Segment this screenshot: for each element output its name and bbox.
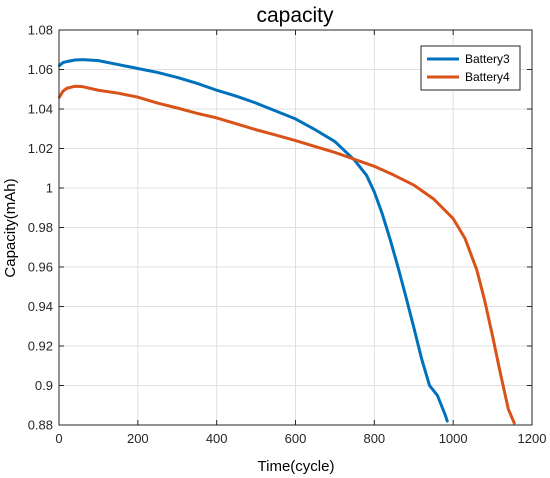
x-tick-label: 1200 [518,431,547,446]
y-axis-ticks: 0.88 0.9 0.92 0.94 0.96 0.98 1 1.02 1.04 1.06 1.08 [28,23,532,433]
y-tick-label: 1.08 [28,23,53,38]
y-tick-label: 0.88 [28,418,53,433]
y-tick-label: 1.06 [28,62,53,77]
legend: Battery3 Battery4 [420,45,521,91]
series-lines [57,58,516,425]
x-tick-label: 800 [363,431,385,446]
x-tick-label: 0 [55,431,62,446]
x-tick-label: 200 [127,431,149,446]
y-tick-label: 0.96 [28,260,53,275]
y-tick-label: 1.04 [28,102,53,117]
y-axis-label: Capacity(mAh) [2,178,19,277]
y-tick-label: 1.02 [28,141,53,156]
legend-box [420,45,521,91]
series-line-battery3 [57,58,449,423]
legend-label-battery4: Battery4 [465,70,510,84]
x-tick-label: 400 [206,431,228,446]
x-tick-label: 1000 [439,431,468,446]
y-tick-label: 1 [46,181,53,196]
x-tick-label: 600 [285,431,307,446]
y-tick-label: 0.92 [28,339,53,354]
x-axis-label: Time(cycle) [258,458,335,475]
gridlines [59,30,532,425]
legend-label-battery3: Battery3 [465,52,510,66]
y-tick-label: 0.94 [28,299,53,314]
x-axis-ticks: 0 200 400 600 800 1000 1200 [55,30,546,446]
chart-title: capacity [256,4,334,27]
y-tick-label: 0.9 [35,378,53,393]
series-line-battery4 [57,84,516,425]
y-tick-label: 0.98 [28,220,53,235]
